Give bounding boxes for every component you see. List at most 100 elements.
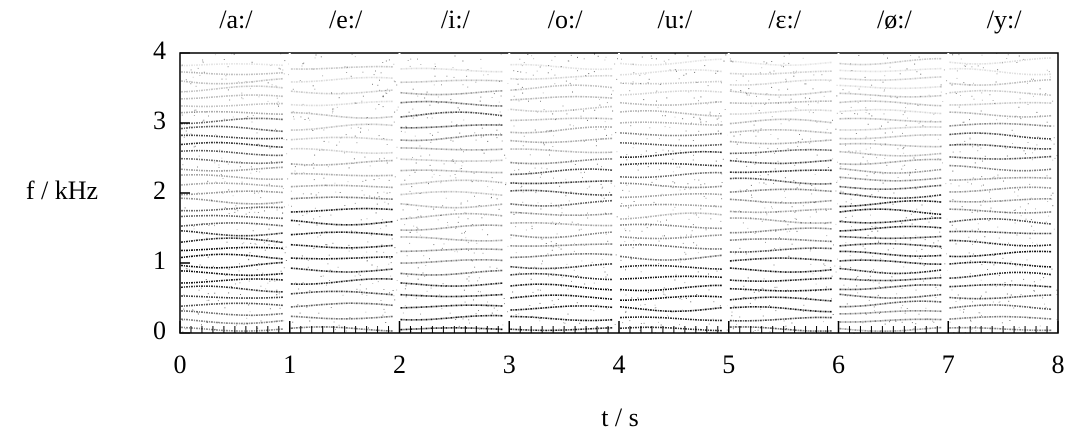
noise-dot bbox=[917, 159, 919, 161]
noise-dot bbox=[583, 140, 585, 142]
noise-dot bbox=[981, 99, 983, 101]
noise-dot bbox=[472, 271, 474, 272]
noise-dot bbox=[721, 124, 723, 126]
noise-dot bbox=[303, 62, 305, 64]
noise-dot bbox=[761, 220, 763, 222]
noise-dot bbox=[593, 310, 595, 312]
noise-dot bbox=[1020, 294, 1022, 295]
noise-dot bbox=[835, 271, 837, 273]
noise-dot bbox=[334, 182, 336, 184]
noise-dot bbox=[965, 65, 966, 67]
noise-dot bbox=[1034, 149, 1036, 151]
noise-dot bbox=[949, 321, 951, 323]
noise-dot bbox=[1042, 297, 1044, 299]
noise-dot bbox=[630, 125, 632, 127]
noise-dot bbox=[783, 320, 785, 322]
noise-dot bbox=[736, 158, 738, 160]
noise-dot bbox=[771, 207, 773, 209]
noise-dot bbox=[491, 196, 492, 198]
noise-dot bbox=[563, 322, 565, 324]
noise-dot bbox=[880, 258, 881, 259]
noise-dot bbox=[650, 55, 652, 57]
noise-dot bbox=[605, 233, 607, 235]
noise-dot bbox=[1014, 222, 1016, 224]
noise-dot bbox=[797, 141, 799, 143]
noise-dot bbox=[384, 311, 386, 313]
noise-dot bbox=[192, 309, 194, 311]
harmonic-stripe bbox=[949, 89, 1052, 96]
noise-dot bbox=[754, 120, 756, 122]
noise-dot bbox=[260, 320, 262, 322]
noise-dot bbox=[730, 171, 732, 173]
noise-dot bbox=[360, 127, 362, 129]
noise-dot bbox=[221, 157, 223, 159]
noise-dot bbox=[980, 147, 982, 149]
noise-dot bbox=[496, 137, 498, 139]
noise-dot bbox=[227, 66, 229, 68]
noise-dot bbox=[874, 140, 876, 142]
noise-dot bbox=[521, 65, 523, 67]
noise-dot bbox=[220, 248, 222, 250]
noise-dot bbox=[420, 155, 422, 157]
noise-dot bbox=[291, 163, 292, 165]
noise-dot bbox=[202, 120, 204, 122]
noise-dot bbox=[1053, 228, 1055, 230]
noise-dot bbox=[632, 63, 634, 65]
harmonic-stripe bbox=[620, 193, 723, 199]
noise-dot bbox=[417, 228, 419, 230]
noise-dot bbox=[933, 321, 935, 323]
noise-dot bbox=[679, 258, 681, 260]
noise-dot bbox=[901, 287, 903, 289]
noise-dot bbox=[983, 261, 985, 263]
noise-dot bbox=[353, 158, 355, 160]
noise-dot bbox=[904, 111, 906, 113]
noise-dot bbox=[1023, 278, 1025, 280]
noise-dot bbox=[302, 63, 304, 65]
noise-dot bbox=[794, 211, 796, 213]
noise-dot bbox=[870, 97, 872, 99]
noise-dot bbox=[378, 135, 380, 137]
noise-dot bbox=[1011, 129, 1013, 131]
noise-dot bbox=[956, 143, 958, 145]
noise-dot bbox=[1039, 93, 1041, 95]
noise-dot bbox=[612, 110, 614, 112]
noise-dot bbox=[420, 294, 422, 296]
harmonic-stripe bbox=[180, 310, 284, 317]
noise-dot bbox=[733, 135, 735, 137]
noise-dot bbox=[958, 185, 960, 187]
harmonic-stripe bbox=[180, 110, 284, 115]
noise-dot bbox=[1045, 306, 1047, 308]
noise-dot bbox=[413, 169, 415, 171]
noise-dot bbox=[615, 254, 617, 256]
noise-dot bbox=[1048, 215, 1050, 217]
noise-dot bbox=[781, 65, 783, 67]
noise-dot bbox=[461, 249, 462, 250]
noise-dot bbox=[559, 185, 561, 187]
noise-dot bbox=[274, 274, 276, 276]
noise-dot bbox=[629, 320, 631, 322]
noise-dot bbox=[676, 166, 678, 168]
noise-dot bbox=[389, 292, 390, 294]
noise-dot bbox=[503, 298, 505, 299]
noise-dot bbox=[519, 272, 520, 274]
noise-dot bbox=[461, 238, 463, 240]
noise-dot bbox=[604, 271, 606, 273]
noise-dot bbox=[856, 193, 858, 195]
noise-dot bbox=[541, 167, 543, 169]
noise-dot bbox=[1009, 320, 1011, 321]
noise-dot bbox=[224, 307, 226, 309]
noise-dot bbox=[936, 245, 938, 246]
noise-dot bbox=[591, 261, 593, 263]
noise-dot bbox=[570, 191, 572, 193]
noise-dot bbox=[912, 300, 914, 302]
harmonic-stripe bbox=[180, 62, 284, 67]
noise-dot bbox=[647, 291, 649, 293]
noise-dot bbox=[964, 140, 966, 142]
noise-dot bbox=[905, 124, 907, 126]
noise-dot bbox=[492, 189, 494, 191]
noise-dot bbox=[309, 290, 311, 292]
noise-dot bbox=[238, 270, 240, 272]
noise-dot bbox=[963, 311, 964, 313]
noise-dot bbox=[877, 294, 879, 296]
noise-dot bbox=[899, 73, 901, 75]
